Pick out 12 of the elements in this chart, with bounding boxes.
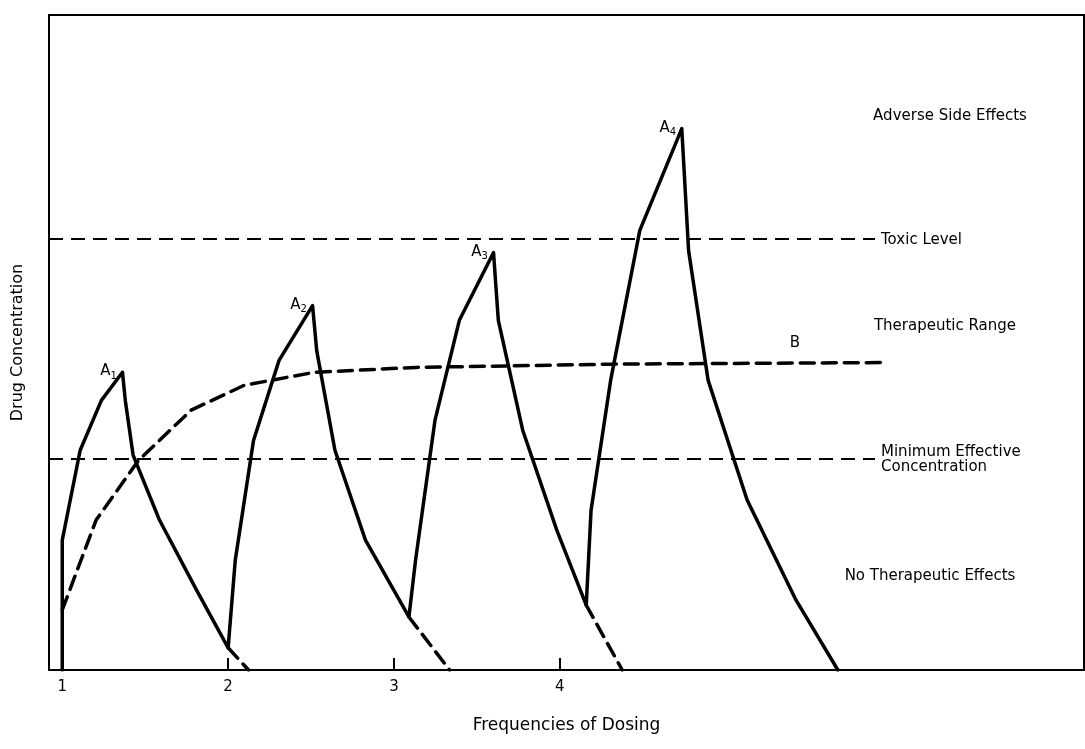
- annotation: No Therapeutic Effects: [844, 566, 1016, 584]
- text: Adverse Side Effects: [873, 106, 1028, 124]
- ref-line-label: Minimum Effective Concentration: [881, 441, 1026, 475]
- y-axis-title: Drug Concentration: [6, 263, 26, 422]
- annotation: Therapeutic Range: [872, 316, 1017, 334]
- x-tick-label: 2: [223, 676, 233, 695]
- annotation: B: [789, 333, 801, 351]
- x-tick-label: 3: [389, 676, 399, 695]
- x-axis-title: Frequencies of Dosing: [472, 713, 661, 734]
- x-tick-label: 4: [555, 676, 565, 695]
- ref-line-label: Toxic Level: [880, 229, 962, 248]
- x-tick-label: 1: [57, 676, 68, 695]
